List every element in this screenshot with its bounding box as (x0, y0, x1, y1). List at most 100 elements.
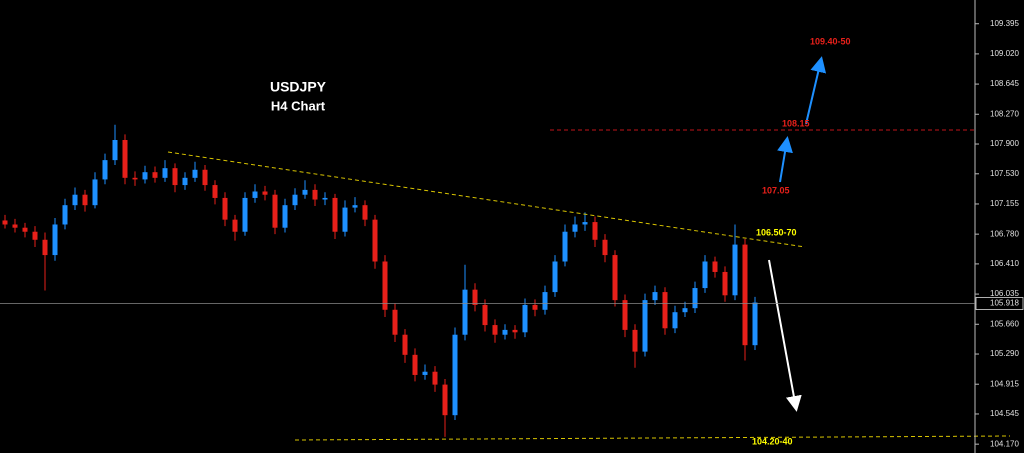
candle-body (462, 289, 468, 335)
chart-subtitle: H4 Chart (271, 98, 326, 113)
candle-body (552, 261, 558, 293)
candle-body (372, 219, 378, 262)
support-line (294, 435, 1011, 441)
candle-body (312, 189, 318, 200)
candle-body (322, 197, 328, 200)
candle-body (252, 191, 258, 198)
candle-body (732, 244, 738, 296)
candle-body (582, 222, 588, 225)
candle-body (512, 329, 518, 333)
last-price-box (975, 297, 1024, 310)
candle-body (392, 309, 398, 335)
candle-body (652, 292, 658, 301)
candle-body (562, 231, 568, 262)
candle-body (102, 160, 108, 180)
candle-body (262, 191, 268, 195)
candle-body (332, 197, 338, 232)
arrow-up (805, 56, 827, 125)
y-tick-label: 105.290 (990, 349, 1019, 358)
candle-body (202, 169, 208, 186)
y-tick-label: 109.020 (990, 49, 1019, 58)
candle-body (112, 140, 118, 161)
candle-body (292, 194, 298, 206)
candle-body (342, 207, 348, 232)
candle-body (222, 197, 228, 220)
candle-body (542, 292, 548, 310)
candle-body (622, 300, 628, 330)
candle-body (362, 205, 368, 220)
candle-body (52, 224, 58, 256)
candle-body (482, 304, 488, 326)
candle-body (132, 177, 138, 180)
candle-body (12, 224, 18, 228)
candle-body (182, 177, 188, 186)
candle-body (352, 205, 358, 208)
candle-body (532, 304, 538, 310)
candle-body (242, 197, 248, 232)
candle-body (62, 205, 68, 225)
candles (2, 124, 758, 437)
candle-body (272, 194, 278, 228)
y-tick-label: 105.660 (990, 319, 1019, 328)
candle-body (382, 261, 388, 310)
candle-body (452, 334, 458, 416)
candle-body (42, 239, 48, 256)
candle-body (722, 271, 728, 296)
candle-body (422, 371, 428, 375)
candle-body (522, 304, 528, 333)
candle-body (492, 325, 498, 335)
candle-body (232, 219, 238, 232)
trend-line (167, 151, 806, 248)
last-price-label: 105.918 (990, 299, 1019, 308)
candle-body (122, 140, 128, 178)
candle-body (402, 334, 408, 355)
arrow-down (768, 259, 802, 412)
y-tick-label: 104.545 (990, 409, 1019, 418)
annotation: 109.40-50 (810, 36, 851, 46)
candle-body (32, 231, 38, 240)
y-tick-label: 107.530 (990, 169, 1019, 178)
candle-body (712, 261, 718, 272)
candle-body (502, 329, 508, 335)
candle-body (192, 169, 198, 178)
y-tick-label: 108.645 (990, 79, 1019, 88)
annotation: 107.05 (762, 185, 790, 195)
candle-body (432, 371, 438, 385)
candle-body (212, 185, 218, 198)
candle-body (632, 329, 638, 352)
candle-body (92, 179, 98, 206)
candle-body (592, 222, 598, 240)
candle-body (572, 224, 578, 232)
candle-body (602, 239, 608, 256)
candle-body (152, 172, 158, 178)
arrow-up (777, 136, 793, 183)
candle-body (442, 384, 448, 416)
price-scale: 109.395 109.020 108.645 108.270 107.900 107.5… (975, 19, 1019, 448)
annotation: 106.50-70 (756, 227, 797, 237)
y-tick-label: 104.915 (990, 379, 1019, 388)
y-tick-label: 106.035 (990, 289, 1019, 298)
chart-title: USDJPY (270, 79, 327, 95)
candle-body (672, 312, 678, 329)
candle-body (72, 194, 78, 206)
candle-body (82, 194, 88, 206)
candle-body (662, 292, 668, 329)
candle-body (2, 220, 8, 225)
candle-body (302, 189, 308, 195)
y-tick-label: 106.780 (990, 229, 1019, 238)
candle-body (142, 172, 148, 180)
candle-body (752, 302, 758, 346)
y-tick-label: 109.395 (990, 19, 1019, 28)
annotation: 104.20-40 (752, 436, 793, 446)
candle-body (172, 168, 178, 186)
candle-body (612, 255, 618, 301)
candle-body (692, 288, 698, 309)
y-tick-label: 106.410 (990, 259, 1019, 268)
candle-body (162, 168, 168, 178)
candle-body (282, 205, 288, 228)
candle-body (642, 300, 648, 352)
candle-body (22, 227, 28, 232)
y-tick-label: 107.155 (990, 199, 1019, 208)
